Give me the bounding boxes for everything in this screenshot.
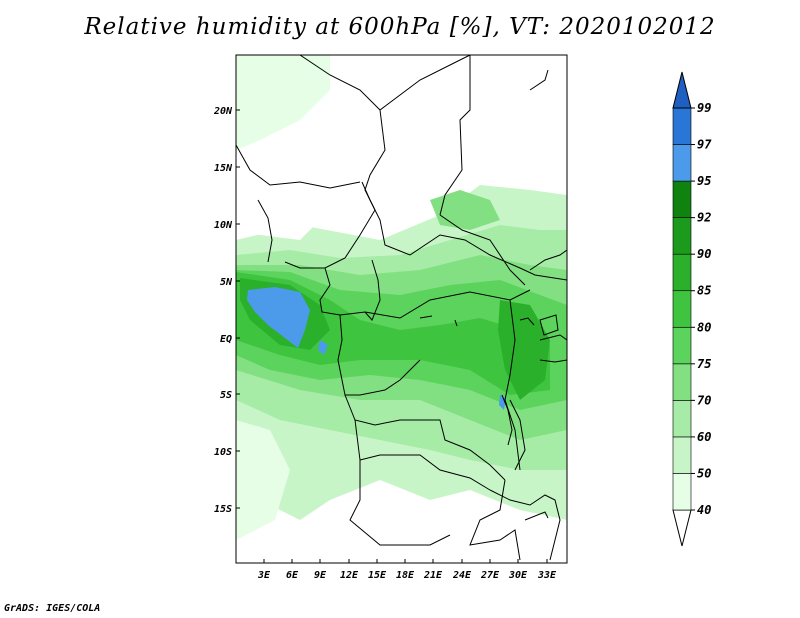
lat-label: 15N <box>214 163 233 174</box>
colorbar-label: 85 <box>697 284 711 298</box>
lon-label: 27E <box>480 570 500 581</box>
colorbar-label: 70 <box>697 393 711 407</box>
latitude-ticks <box>236 109 240 509</box>
map-title: Relative humidity at 600hPa [%], VT: 202… <box>84 14 716 40</box>
colorbar-label: 75 <box>697 357 711 371</box>
map-frame <box>235 54 568 564</box>
colorbar-bin <box>672 363 692 401</box>
colorbar-bin <box>672 253 692 292</box>
colorbar-label: 40 <box>697 503 711 517</box>
lat-label: 15S <box>214 504 232 515</box>
lon-label: 18E <box>396 570 415 581</box>
colorbar-label: 95 <box>697 174 711 188</box>
colorbar-bin <box>672 144 692 182</box>
lakes <box>419 314 559 521</box>
colorbar-label: 99 <box>697 101 711 115</box>
lat-label: 20N <box>213 106 233 117</box>
grads-credit: GrADS: IGES/COLA <box>4 603 101 614</box>
colorbar-label: 50 <box>697 466 711 480</box>
lat-label: EQ <box>220 334 232 345</box>
lat-label: 10N <box>214 220 233 231</box>
lon-label: 24E <box>452 570 472 581</box>
lon-label: 3E <box>257 570 271 581</box>
colorbar-bin <box>672 290 692 328</box>
colorbar-bin <box>672 180 692 218</box>
lon-label: 30E <box>508 570 528 581</box>
humidity-shading <box>236 55 567 540</box>
colorbar-label: 92 <box>697 211 711 225</box>
lon-label: 12E <box>340 570 359 581</box>
lon-label: 21E <box>423 570 443 581</box>
lat-label: 10S <box>214 447 232 458</box>
colorbar-bin <box>672 217 692 255</box>
lon-label: 33E <box>537 570 557 581</box>
colorbar-bin <box>672 71 692 109</box>
colorbar-bin <box>672 326 692 365</box>
colorbar-bin <box>672 473 692 511</box>
map-panel <box>236 55 567 563</box>
country-borders <box>236 55 567 561</box>
colorbar-bin <box>672 436 692 474</box>
colorbar-bin <box>672 107 692 145</box>
colorbar-bin <box>672 400 692 438</box>
latitude-labels: 20N 15N 10N 5N EQ 5S 10S 15S <box>213 106 233 515</box>
lon-label: 15E <box>368 570 387 581</box>
lat-label: 5S <box>220 390 232 401</box>
colorbar: 40 50 60 70 75 80 85 90 92 95 97 99 <box>672 71 712 547</box>
longitude-ticks <box>263 559 548 563</box>
colorbar-label: 80 <box>697 320 711 334</box>
lon-label: 9E <box>314 570 327 581</box>
colorbar-label: 60 <box>697 430 711 444</box>
colorbar-bin <box>672 509 692 547</box>
lon-label: 6E <box>286 570 299 581</box>
lat-label: 5N <box>220 277 233 288</box>
colorbar-label: 97 <box>697 138 712 152</box>
longitude-labels: 3E 6E 9E 12E 15E 18E 21E 24E 27E 30E 33E <box>257 570 557 581</box>
colorbar-label: 90 <box>697 247 711 261</box>
